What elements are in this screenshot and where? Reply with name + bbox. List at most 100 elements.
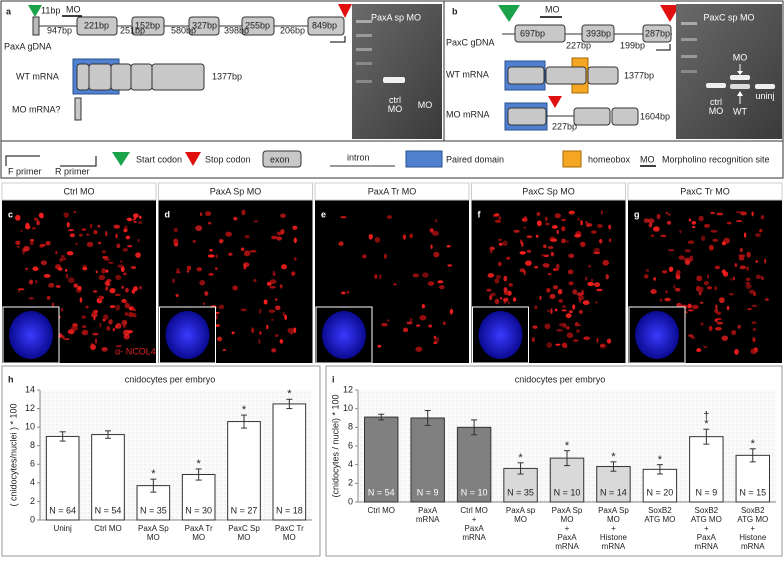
n-label: N = 18: [276, 505, 303, 515]
exon-label: 221bp: [84, 20, 109, 30]
cell: [102, 256, 109, 259]
cell: [745, 277, 751, 282]
cell: [81, 329, 89, 336]
y-tick-label: 10: [343, 403, 353, 413]
cell: [125, 287, 129, 293]
cell: [600, 344, 605, 347]
cell: [653, 226, 660, 232]
cell: [377, 344, 382, 348]
legend-label: Paired domain: [446, 154, 504, 164]
cell: [695, 285, 701, 292]
cell: [595, 301, 598, 304]
cell: [215, 254, 218, 259]
cell: [675, 272, 679, 276]
cell: [32, 266, 39, 272]
cell: [602, 259, 610, 266]
cell: [125, 235, 131, 240]
cell: [566, 240, 569, 243]
n-label: N = 10: [554, 487, 581, 497]
cell: [419, 315, 427, 321]
cell: [543, 244, 547, 249]
cell: [114, 293, 121, 297]
n-label: N = 15: [739, 487, 766, 497]
cell: [584, 276, 588, 281]
nucleus-stain: [635, 311, 679, 359]
cell: [661, 270, 668, 274]
n-label: N = 20: [646, 487, 673, 497]
cell: [600, 210, 603, 215]
y-tick-label: 0: [348, 496, 353, 506]
cell: [20, 229, 23, 233]
cell: [402, 327, 409, 333]
mo-label: MO: [66, 4, 81, 14]
cell: [715, 304, 718, 310]
intron-label: 199bp: [620, 40, 645, 50]
gene-label: PaxA gDNA: [4, 41, 52, 51]
significance-mark: *: [196, 457, 201, 470]
gel-lane-label: ctrl MO: [708, 97, 724, 116]
exon-label: 287bp: [645, 28, 670, 38]
cell: [109, 288, 116, 294]
cell: [46, 295, 51, 300]
cell: [434, 219, 438, 223]
cell: [23, 245, 30, 252]
n-label: N = 9: [695, 487, 717, 497]
cell: [115, 233, 118, 239]
cell: [546, 342, 553, 348]
bar: [364, 416, 399, 503]
panel-letter: d: [165, 209, 171, 219]
cell: [433, 335, 437, 339]
cell: [173, 238, 179, 244]
cell: [374, 274, 378, 280]
bar: [456, 426, 492, 503]
cell: [577, 217, 580, 222]
cell: [739, 265, 746, 270]
cell: [275, 305, 281, 311]
cell: [574, 234, 582, 238]
cell: [276, 236, 283, 241]
cell: [532, 325, 538, 329]
cell: [708, 244, 714, 251]
legend-symbols: [5, 150, 656, 168]
cell: [716, 212, 724, 216]
plot-area: [40, 390, 312, 520]
cell: [93, 290, 98, 293]
cell: [503, 292, 509, 295]
cell: [596, 337, 599, 344]
cell: [77, 285, 82, 291]
cell: [536, 220, 542, 227]
cell: [40, 260, 48, 266]
legend-label: intron: [347, 152, 370, 162]
cell: [65, 268, 68, 272]
cell: [568, 253, 575, 258]
cell: [259, 330, 262, 336]
size-label: 1377bp: [212, 71, 242, 81]
cell: [755, 260, 758, 263]
cell: [580, 241, 586, 247]
cell: [28, 297, 35, 300]
cell: [498, 242, 503, 246]
cell: [340, 216, 347, 219]
cell: [554, 213, 561, 219]
cell: [15, 214, 21, 221]
cell: [115, 324, 118, 329]
cell: [268, 309, 276, 313]
cell: [122, 248, 129, 252]
cell: [73, 210, 77, 214]
cell: [133, 214, 137, 221]
cell: [664, 297, 671, 302]
cell: [29, 240, 34, 246]
cell: [31, 227, 36, 230]
panel-letter: b: [452, 6, 458, 16]
cell: [409, 318, 413, 322]
cell: [92, 332, 99, 336]
gel-lane-label: uninj: [755, 91, 775, 101]
cell: [568, 310, 573, 314]
cell: [583, 336, 591, 341]
cell: [59, 257, 63, 263]
cell: [692, 226, 696, 229]
cell: [751, 211, 754, 217]
cell: [128, 311, 134, 318]
legend-label: Start codon: [136, 154, 182, 164]
